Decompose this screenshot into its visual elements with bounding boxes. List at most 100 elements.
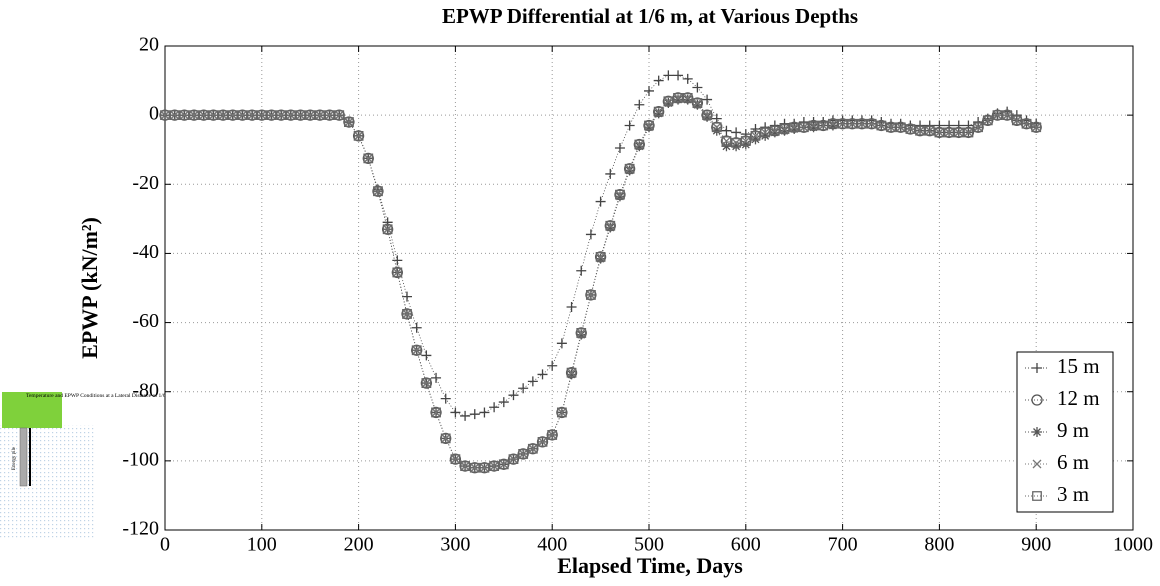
marker — [847, 118, 858, 129]
marker — [866, 118, 877, 129]
y-tick-label: -60 — [132, 310, 159, 332]
marker — [576, 328, 587, 338]
marker — [915, 125, 925, 136]
marker — [924, 125, 935, 136]
marker — [325, 110, 335, 120]
marker — [857, 118, 867, 129]
marker — [585, 229, 596, 240]
marker — [595, 251, 606, 262]
marker — [479, 463, 489, 473]
marker — [479, 462, 490, 473]
marker — [421, 378, 432, 388]
legend-marker — [1031, 394, 1043, 406]
legend-marker — [1032, 459, 1042, 469]
marker — [556, 407, 567, 418]
series-line — [165, 97, 1037, 469]
marker — [218, 110, 228, 120]
marker — [1022, 119, 1031, 129]
y-tick-label: 0 — [149, 103, 159, 125]
marker — [237, 110, 248, 121]
marker — [179, 110, 190, 121]
x-axis-label: Elapsed Time, Days — [557, 553, 743, 578]
marker — [402, 309, 412, 319]
marker — [518, 383, 529, 394]
inset-label-box — [2, 392, 62, 428]
marker — [218, 110, 228, 121]
marker — [276, 110, 287, 121]
marker — [653, 106, 664, 117]
marker — [711, 125, 722, 136]
marker — [528, 444, 538, 454]
marker — [527, 443, 538, 454]
marker — [692, 98, 702, 108]
marker — [286, 110, 296, 120]
y-tick-label: -120 — [122, 518, 159, 540]
marker — [469, 462, 480, 473]
marker — [421, 350, 432, 361]
marker — [547, 430, 558, 440]
marker — [692, 82, 703, 93]
series — [160, 92, 1042, 473]
marker — [566, 367, 577, 378]
inset: Temperature and EPWP Conditions at a Lat… — [0, 392, 212, 540]
marker — [837, 118, 848, 129]
marker — [857, 119, 867, 129]
marker — [963, 127, 974, 138]
marker — [605, 168, 616, 179]
marker — [702, 110, 712, 121]
marker — [702, 111, 713, 122]
marker — [285, 110, 296, 121]
marker — [605, 222, 616, 233]
marker — [498, 459, 509, 470]
marker — [411, 345, 422, 356]
marker — [237, 110, 247, 120]
marker — [547, 360, 558, 371]
marker — [363, 153, 373, 163]
marker — [315, 110, 325, 120]
marker — [614, 142, 625, 153]
marker — [382, 224, 393, 235]
marker — [479, 407, 490, 418]
marker — [828, 119, 838, 129]
inset-caption: Temperature and EPWP Conditions at a Lat… — [26, 392, 212, 399]
marker — [411, 322, 422, 333]
marker — [721, 136, 732, 146]
marker — [653, 75, 664, 86]
marker — [460, 410, 471, 421]
marker — [518, 449, 528, 459]
marker — [460, 461, 470, 471]
marker — [750, 123, 761, 134]
marker — [731, 127, 742, 138]
marker — [905, 124, 916, 134]
x-tick-label: 900 — [1021, 534, 1051, 556]
y-tick-label: -80 — [132, 379, 159, 401]
marker — [702, 110, 712, 120]
marker — [751, 131, 760, 141]
marker — [760, 127, 771, 138]
marker — [731, 138, 741, 148]
marker — [712, 122, 722, 132]
marker — [954, 127, 964, 137]
marker — [828, 118, 838, 129]
marker — [305, 110, 316, 121]
x-tick-label: 400 — [537, 534, 567, 556]
marker — [247, 110, 258, 121]
marker — [760, 130, 771, 141]
marker — [673, 92, 683, 103]
marker — [760, 127, 770, 137]
marker — [644, 122, 654, 133]
marker — [779, 125, 790, 136]
marker — [992, 110, 1003, 121]
marker — [576, 328, 586, 338]
marker — [576, 265, 587, 276]
marker — [295, 110, 306, 121]
marker — [634, 139, 645, 150]
marker — [1021, 118, 1032, 129]
marker — [731, 141, 742, 152]
marker — [1011, 115, 1022, 126]
inset-pile-label: Energy pile — [12, 446, 17, 470]
marker — [431, 407, 441, 418]
marker — [305, 110, 315, 120]
inset-pile — [19, 427, 28, 487]
x-tick-label: 0 — [160, 534, 170, 556]
